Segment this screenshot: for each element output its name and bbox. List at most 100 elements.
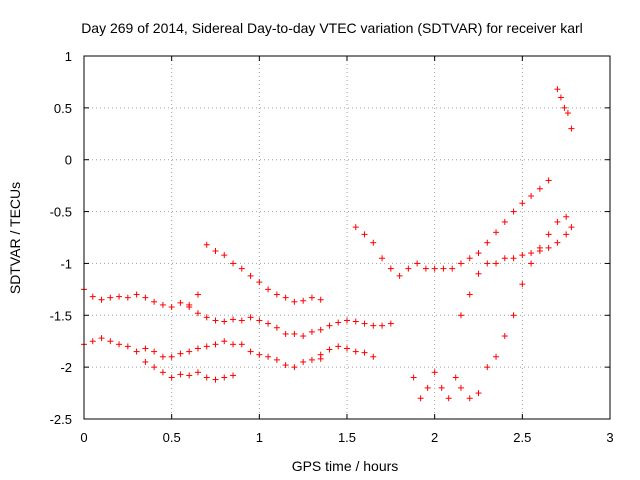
- x-tick-label: 1.5: [338, 430, 356, 445]
- data-point: [142, 345, 149, 352]
- data-point: [212, 341, 219, 348]
- data-point: [344, 345, 350, 352]
- data-point: [194, 345, 201, 352]
- y-tick-label: -0.5: [50, 205, 72, 220]
- data-point: [317, 296, 324, 303]
- data-point: [168, 374, 175, 381]
- data-point: [568, 125, 575, 132]
- data-point: [247, 348, 254, 355]
- data-point: [519, 252, 526, 259]
- data-point: [194, 369, 201, 376]
- data-point: [528, 193, 535, 200]
- data-point: [484, 260, 491, 267]
- data-point: [230, 260, 237, 267]
- data-point: [361, 349, 368, 356]
- data-point: [116, 293, 123, 300]
- data-point: [475, 270, 482, 277]
- data-point: [361, 320, 368, 327]
- data-point: [466, 255, 473, 262]
- data-point: [554, 218, 561, 225]
- y-tick-label: 1: [65, 49, 72, 64]
- data-point: [431, 265, 438, 272]
- data-point: [563, 213, 570, 220]
- data-point: [326, 322, 333, 329]
- data-point: [308, 328, 315, 335]
- x-tick-label: 0.5: [163, 430, 181, 445]
- data-point: [410, 374, 417, 381]
- grid: [84, 56, 610, 419]
- data-point: [326, 346, 333, 353]
- x-tick-label: 2.5: [513, 430, 531, 445]
- data-point: [317, 351, 324, 358]
- data-point: [466, 291, 473, 298]
- data-point: [124, 343, 131, 350]
- data-point: [203, 241, 210, 248]
- data-point: [493, 260, 500, 267]
- y-tick-label: 0.5: [54, 101, 72, 116]
- data-point: [168, 303, 175, 310]
- data-point: [273, 356, 280, 363]
- data-point: [142, 294, 149, 301]
- data-point: [545, 177, 552, 184]
- data-point: [414, 260, 421, 267]
- data-point: [361, 231, 368, 238]
- data-point: [457, 384, 464, 391]
- data-point: [230, 316, 237, 323]
- data-point: [177, 371, 184, 378]
- data-point: [238, 317, 245, 324]
- data-point: [563, 231, 570, 238]
- data-point: [564, 110, 571, 117]
- data-point: [545, 244, 552, 251]
- data-point: [168, 353, 175, 360]
- data-point: [256, 279, 263, 286]
- data-point: [194, 291, 201, 298]
- data-point: [238, 341, 245, 348]
- data-point: [405, 265, 412, 272]
- data-point: [387, 320, 394, 327]
- data-point: [177, 299, 184, 306]
- data-point: [212, 376, 219, 383]
- data-point: [335, 319, 342, 326]
- data-point: [212, 247, 219, 254]
- data-point: [124, 294, 131, 301]
- data-point: [308, 294, 315, 301]
- data-point: [177, 350, 184, 357]
- data-point: [159, 369, 166, 376]
- data-point: [247, 314, 254, 321]
- data-point: [273, 324, 280, 331]
- data-point: [203, 314, 210, 321]
- chart-title: Day 269 of 2014, Sidereal Day-to-day VTE…: [81, 20, 583, 36]
- data-point: [265, 286, 272, 293]
- data-point: [159, 301, 166, 308]
- x-tick-label: 3: [606, 430, 613, 445]
- data-point: [554, 86, 561, 93]
- data-point: [273, 291, 280, 298]
- y-tick-labels: -2.5 -2 -1.5 -1 -0.5 0 0.5 1: [50, 49, 72, 427]
- data-point: [282, 294, 289, 301]
- data-point: [501, 333, 508, 340]
- data-point: [186, 303, 193, 310]
- data-point: [396, 272, 403, 279]
- data-point: [265, 320, 272, 327]
- data-point: [440, 265, 447, 272]
- data-point: [107, 338, 114, 345]
- data-point: [466, 395, 473, 402]
- data-point: [203, 343, 210, 350]
- data-point: [561, 104, 568, 111]
- data-point: [457, 260, 464, 267]
- data-points: [81, 86, 575, 402]
- data-point: [344, 317, 350, 324]
- data-point: [159, 353, 166, 360]
- data-point: [568, 224, 575, 231]
- plot-frame: [83, 55, 611, 420]
- y-tick-label: -1.5: [50, 308, 72, 323]
- data-point: [510, 255, 517, 262]
- data-point: [445, 395, 452, 402]
- data-point: [475, 250, 482, 257]
- data-point: [291, 364, 298, 371]
- data-point: [107, 294, 114, 301]
- y-tick-label: -1: [60, 256, 72, 271]
- data-point: [212, 317, 219, 324]
- data-point: [370, 353, 377, 360]
- data-point: [379, 255, 386, 262]
